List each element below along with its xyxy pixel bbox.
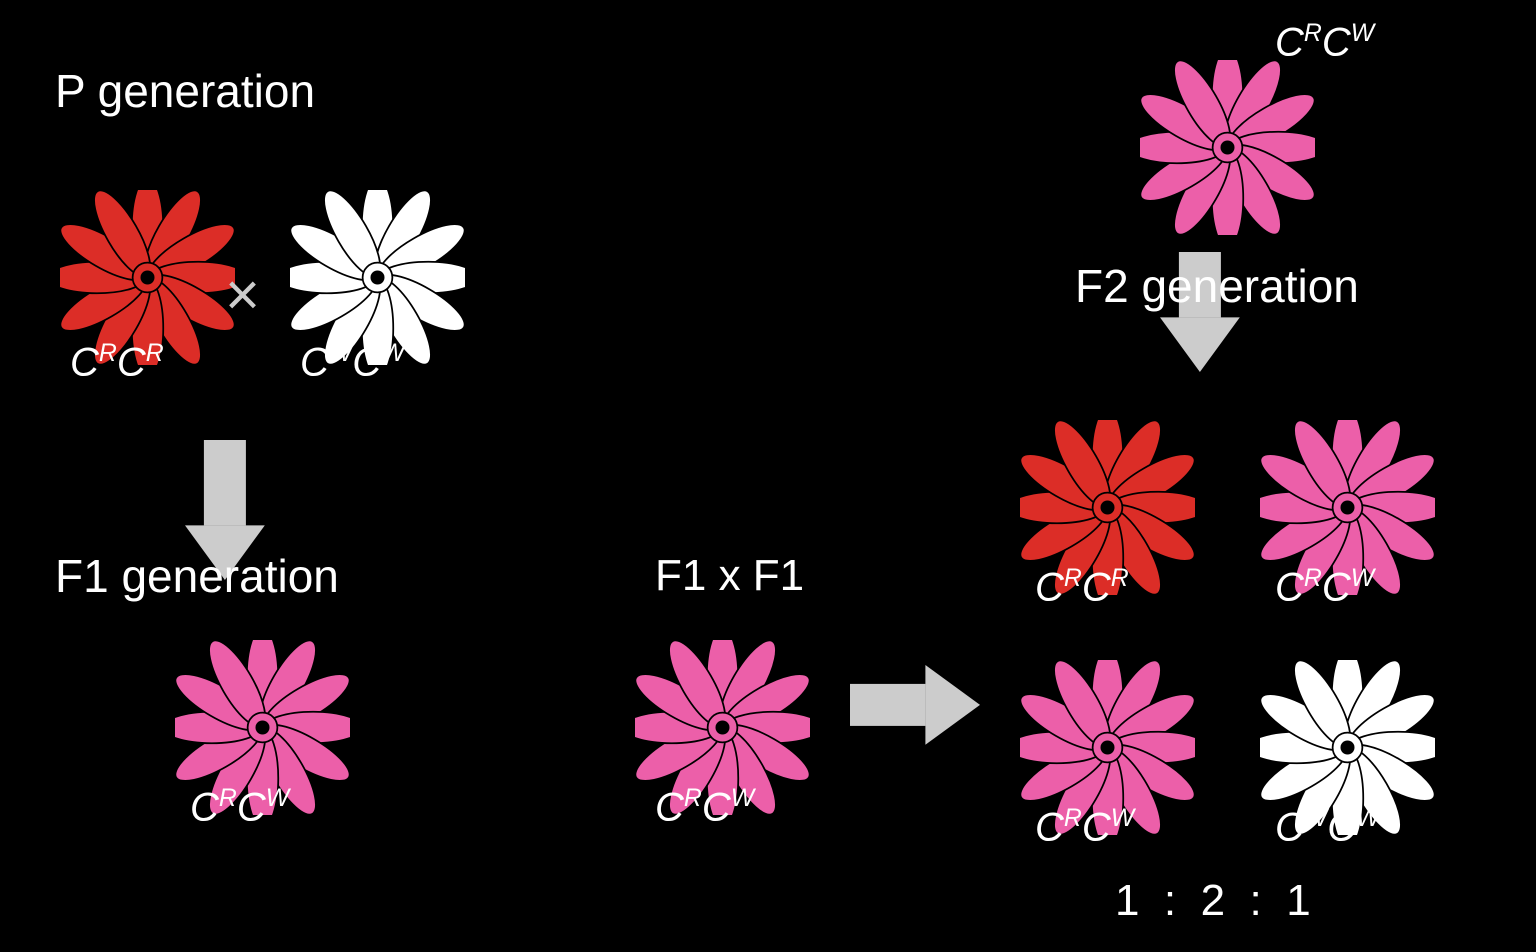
diagram-stage: ×P generationF1 generationCRCRCWCWCRCWCR… bbox=[0, 0, 1536, 952]
sup: W bbox=[1356, 805, 1379, 832]
arrow-f1-to-grid bbox=[850, 665, 980, 750]
sup: W bbox=[1351, 20, 1374, 47]
allele: C bbox=[190, 785, 219, 829]
sup: R bbox=[1064, 805, 1082, 832]
cross-symbol: × bbox=[225, 260, 260, 329]
genotype-C_R_C_W_mid: CRCW bbox=[655, 785, 754, 830]
allele: C bbox=[300, 340, 329, 384]
sup: R bbox=[99, 340, 117, 367]
genotype-grid_CRCW_tr: CRCW bbox=[1275, 565, 1374, 610]
allele: C bbox=[237, 785, 266, 829]
allele: C bbox=[1082, 805, 1111, 849]
sup: W bbox=[731, 785, 754, 812]
allele: C bbox=[1322, 565, 1351, 609]
sup: W bbox=[329, 340, 352, 367]
sup: R bbox=[1111, 565, 1129, 592]
allele: C bbox=[1035, 805, 1064, 849]
sup: W bbox=[1304, 805, 1327, 832]
genotype-C_R_C_R: CRCR bbox=[70, 340, 164, 385]
sup: R bbox=[684, 785, 702, 812]
allele: C bbox=[352, 340, 381, 384]
allele: C bbox=[1082, 565, 1111, 609]
allele: C bbox=[1275, 20, 1304, 64]
genotype-grid_CRCW_bl: CRCW bbox=[1035, 805, 1134, 850]
allele: C bbox=[1327, 805, 1356, 849]
sup: R bbox=[1304, 20, 1322, 47]
sup: W bbox=[1111, 805, 1134, 832]
genotype-grid_CRCR: CRCR bbox=[1035, 565, 1129, 610]
flower-top-pink bbox=[1140, 60, 1315, 240]
genotype-C_R_C_W_top: CRCW bbox=[1275, 20, 1374, 65]
label-ratio: 1 : 2 : 1 bbox=[1115, 876, 1311, 926]
allele: C bbox=[655, 785, 684, 829]
allele: C bbox=[702, 785, 731, 829]
allele: C bbox=[70, 340, 99, 384]
label-p_generation: P generation bbox=[55, 64, 315, 118]
genotype-grid_CWCW: CWCW bbox=[1275, 805, 1380, 850]
allele: C bbox=[1275, 565, 1304, 609]
genotype-C_W_C_W: CWCW bbox=[300, 340, 405, 385]
label-f1_x_f1: F1 x F1 bbox=[655, 551, 804, 601]
sup: W bbox=[266, 785, 289, 812]
allele: C bbox=[1275, 805, 1304, 849]
genotype-C_R_C_W_left: CRCW bbox=[190, 785, 289, 830]
sup: R bbox=[1304, 565, 1322, 592]
sup: R bbox=[219, 785, 237, 812]
sup: R bbox=[1064, 565, 1082, 592]
sup: W bbox=[1351, 565, 1374, 592]
allele: C bbox=[1322, 20, 1351, 64]
sup: W bbox=[381, 340, 404, 367]
label-f2_generation: F2 generation bbox=[1075, 259, 1359, 313]
sup: R bbox=[146, 340, 164, 367]
label-f1_generation: F1 generation bbox=[55, 549, 339, 603]
allele: C bbox=[117, 340, 146, 384]
allele: C bbox=[1035, 565, 1064, 609]
